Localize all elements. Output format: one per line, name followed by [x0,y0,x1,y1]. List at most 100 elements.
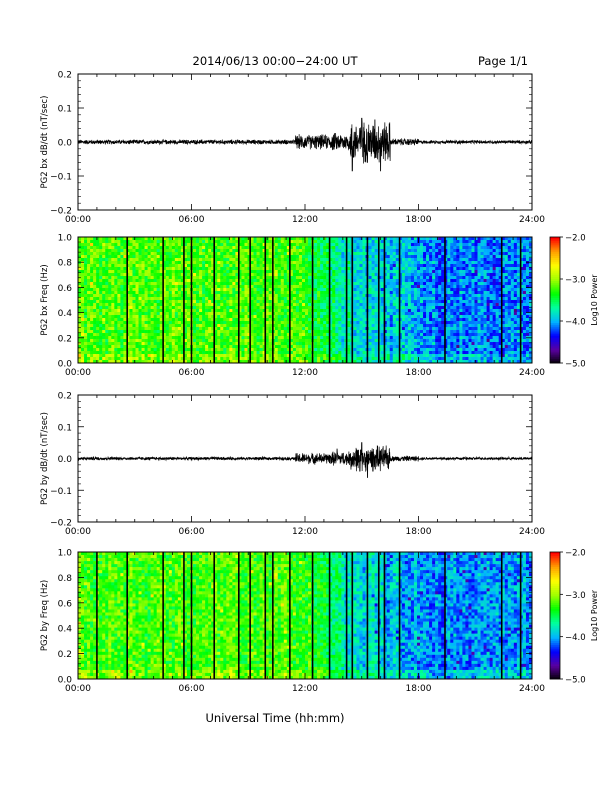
heat-cell [148,249,151,252]
heat-cell [99,249,102,252]
heat-cell [193,339,196,342]
heat-cell [111,333,114,336]
heat-cell [102,339,105,342]
heat-cell [220,345,223,348]
heat-cell [278,288,281,291]
heat-cell [281,324,284,327]
heat-cell [111,282,114,285]
heat-cell [172,249,175,252]
heat-cell [251,279,254,282]
heat-cell [241,264,244,267]
heat-cell [381,306,384,309]
heat-cell [102,315,105,318]
heat-cell [414,243,417,246]
heat-cell [387,270,390,273]
heat-cell [393,279,396,282]
heat-cell [396,357,399,360]
heat-cell [281,282,284,285]
heat-cell [308,273,311,276]
heat-cell [266,345,269,348]
heat-cell [96,261,99,264]
heat-cell [205,324,208,327]
heat-cell [356,282,359,285]
heat-cell [254,276,257,279]
heat-cell [90,279,93,282]
heat-cell [132,333,135,336]
heat-cell [108,267,111,270]
heat-cell [166,312,169,315]
heat-cell [105,342,108,345]
heat-cell [232,348,235,351]
heat-cell [81,264,84,267]
heat-cell [308,255,311,258]
heat-cell [199,318,202,321]
heat-cell [154,264,157,267]
heat-cell [266,255,269,258]
heat-cell [251,282,254,285]
heat-cell [205,243,208,246]
heat-cell [387,294,390,297]
heat-cell [169,288,172,291]
heat-cell [154,258,157,261]
heat-cell [269,333,272,336]
heat-cell [223,357,226,360]
heat-cell [269,288,272,291]
heat-cell [108,333,111,336]
heat-cell [375,312,378,315]
heat-cell [423,267,426,270]
heat-cell [411,261,414,264]
heat-cell [396,330,399,333]
heat-cell [293,303,296,306]
heat-cell [226,252,229,255]
heat-cell [172,240,175,243]
heat-cell [142,309,145,312]
heat-cell [175,336,178,339]
heat-cell [84,342,87,345]
heat-cell [111,270,114,273]
heat-cell [251,252,254,255]
heat-cell [93,282,96,285]
heat-cell [139,357,142,360]
heat-cell [314,246,317,249]
heat-cell [381,348,384,351]
heat-cell [266,285,269,288]
heat-cell [305,312,308,315]
heat-cell [172,354,175,357]
heat-cell [320,288,323,291]
heat-cell [120,285,123,288]
heat-cell [314,306,317,309]
heat-cell [187,255,190,258]
heat-cell [356,306,359,309]
heat-cell [93,252,96,255]
heat-cell [90,246,93,249]
heat-cell [93,300,96,303]
heat-cell [84,300,87,303]
heat-cell [314,267,317,270]
heat-cell [142,246,145,249]
heat-cell [217,354,220,357]
heat-cell [429,282,432,285]
heat-cell [332,351,335,354]
heat-cell [314,324,317,327]
heat-cell [396,321,399,324]
heat-cell [323,261,326,264]
heat-cell [142,267,145,270]
heat-cell [251,333,254,336]
heat-cell [417,324,420,327]
heat-cell [411,309,414,312]
heat-cell [332,243,335,246]
heat-cell [356,297,359,300]
heat-cell [353,342,356,345]
heat-cell [220,342,223,345]
heat-cell [117,312,120,315]
heat-cell [105,282,108,285]
heat-cell [257,339,260,342]
heat-cell [102,321,105,324]
heat-cell [417,300,420,303]
heat-cell [196,285,199,288]
heat-cell [359,276,362,279]
heat-cell [390,303,393,306]
heat-cell [99,348,102,351]
heat-cell [314,252,317,255]
heat-cell [220,297,223,300]
